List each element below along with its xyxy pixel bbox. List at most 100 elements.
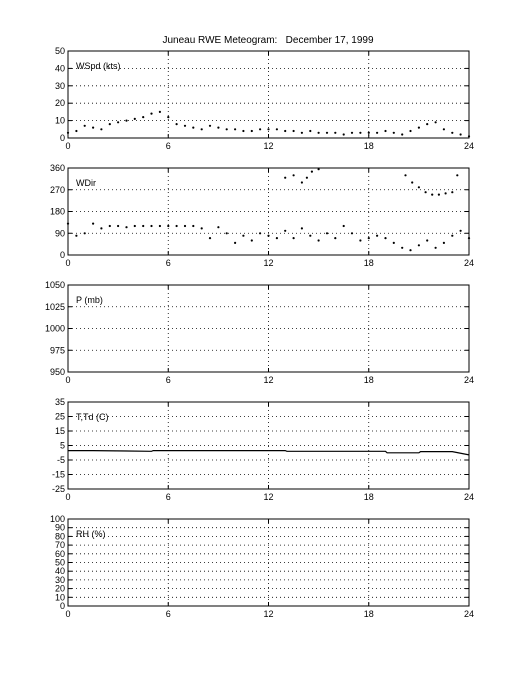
y-tick-label: 1000 [45, 324, 65, 334]
panel-1: 0 6 12 18 24 0 10 20 30 40 50 WSpd (kts) [55, 46, 474, 151]
data-point [434, 121, 437, 124]
x-tick-label: 12 [263, 141, 273, 151]
y-tick-label: 30 [55, 81, 65, 91]
x-tick-label: 12 [263, 492, 273, 502]
y-tick-label: 10 [55, 116, 65, 126]
y-tick-label: 975 [50, 345, 65, 355]
data-point [242, 234, 245, 237]
data-point [317, 239, 320, 242]
data-point [200, 128, 203, 131]
data-point [317, 168, 320, 171]
data-point [367, 131, 370, 134]
y-tick-label: 25 [55, 412, 65, 422]
data-point [117, 224, 120, 228]
data-point [75, 129, 78, 133]
y-tick-label: 90 [55, 228, 65, 238]
panel-2: 0 6 12 18 24 0 90 180 270 360 WDir [50, 163, 474, 268]
data-point [217, 126, 220, 129]
data-point [275, 128, 278, 131]
y-tick-label: 270 [50, 185, 65, 195]
data-point [250, 239, 253, 242]
data-point [142, 224, 145, 228]
data-point [108, 224, 111, 228]
data-point [234, 241, 237, 244]
data-point [217, 226, 220, 229]
data-point [267, 128, 270, 131]
data-point [444, 192, 447, 195]
data-point [100, 128, 103, 131]
data-point [125, 119, 128, 122]
data-point [66, 222, 70, 225]
data-point [359, 131, 362, 134]
data-point [150, 224, 153, 228]
data-point [424, 191, 427, 194]
data-point [451, 191, 454, 194]
data-point [392, 131, 395, 134]
panel-label: RH (%) [76, 529, 106, 539]
data-point [108, 123, 111, 126]
y-tick-label: 0 [60, 133, 65, 143]
x-tick-label: 18 [364, 492, 374, 502]
data-point [259, 232, 262, 235]
data-point [309, 234, 312, 237]
data-point [384, 237, 387, 240]
y-tick-label: -5 [57, 455, 65, 465]
data-point [401, 246, 404, 249]
data-point [250, 129, 253, 133]
data-point [66, 131, 70, 134]
data-point [300, 181, 303, 184]
data-point [451, 131, 454, 134]
data-point [342, 224, 345, 228]
x-tick-label: 6 [166, 375, 171, 385]
data-point [117, 121, 120, 124]
y-tick-label: 20 [55, 98, 65, 108]
data-point [292, 237, 295, 240]
y-tick-label: 950 [50, 367, 65, 377]
data-point [300, 131, 303, 134]
x-tick-label: 12 [263, 375, 273, 385]
y-tick-label: 0 [60, 601, 65, 611]
data-point [234, 128, 237, 131]
data-point [309, 129, 312, 133]
y-tick-label: -15 [52, 470, 65, 480]
y-tick-label: 1025 [45, 302, 65, 312]
data-point [267, 234, 270, 237]
x-tick-label: 18 [364, 375, 374, 385]
data-point [158, 224, 161, 228]
data-point [167, 224, 170, 228]
data-point [192, 126, 195, 129]
data-point [325, 131, 329, 134]
x-tick-label: 0 [65, 492, 70, 502]
data-point [442, 241, 445, 244]
data-point [411, 181, 414, 184]
x-tick-label: 24 [464, 609, 474, 619]
y-tick-label: 15 [55, 426, 65, 436]
data-point [284, 129, 287, 133]
data-point [167, 116, 170, 119]
data-point [384, 129, 387, 133]
x-tick-label: 0 [65, 141, 70, 151]
x-tick-label: 24 [464, 141, 474, 151]
x-tick-label: 18 [364, 609, 374, 619]
x-tick-label: 18 [364, 141, 374, 151]
x-tick-label: 6 [166, 141, 171, 151]
data-point [431, 193, 434, 196]
panel-4: 0 6 12 18 24 -25 -15 -5 5 15 25 35 T,Td (C) [52, 397, 474, 502]
x-tick-label: 6 [166, 258, 171, 268]
data-point [426, 123, 429, 126]
data-point [225, 128, 228, 131]
data-point [459, 133, 462, 136]
data-point [467, 237, 471, 240]
data-point [334, 131, 337, 134]
data-point [305, 176, 308, 179]
data-point [133, 117, 136, 120]
data-point [417, 186, 420, 189]
y-tick-label: 10 [55, 592, 65, 602]
x-tick-label: 24 [464, 375, 474, 385]
y-tick-label: 80 [55, 531, 65, 541]
data-point [192, 224, 195, 228]
data-point [376, 234, 379, 237]
data-point [133, 224, 136, 228]
